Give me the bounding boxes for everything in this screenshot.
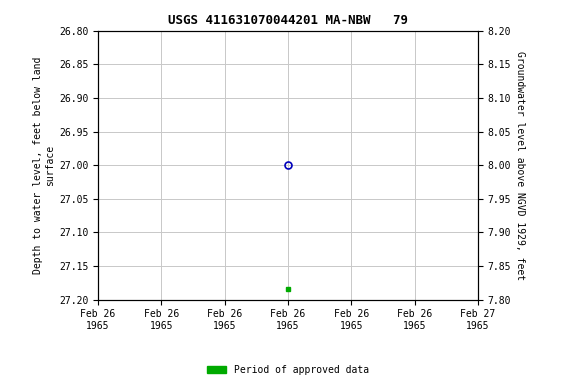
Y-axis label: Depth to water level, feet below land
surface: Depth to water level, feet below land su… <box>33 56 55 274</box>
Title: USGS 411631070044201 MA-NBW   79: USGS 411631070044201 MA-NBW 79 <box>168 14 408 27</box>
Y-axis label: Groundwater level above NGVD 1929, feet: Groundwater level above NGVD 1929, feet <box>516 51 525 280</box>
Legend: Period of approved data: Period of approved data <box>203 361 373 379</box>
